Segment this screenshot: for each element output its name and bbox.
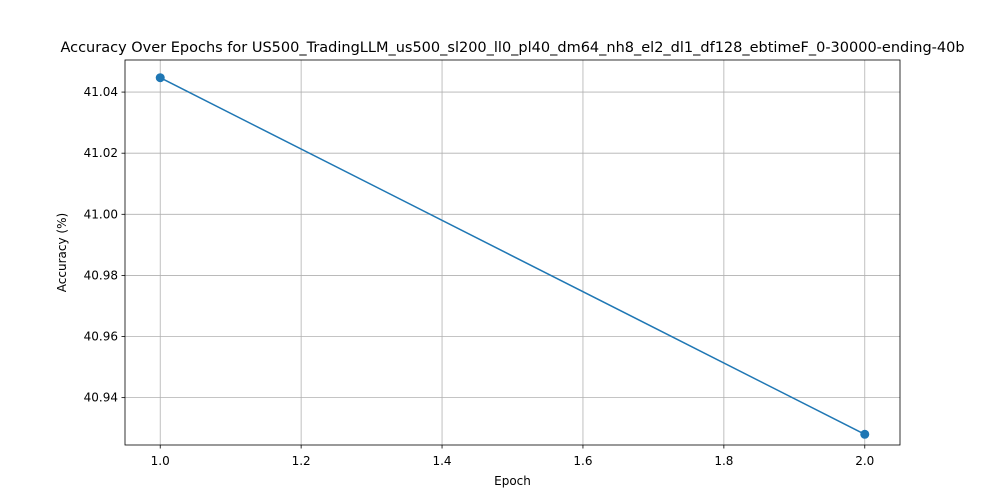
y-tick-label: 41.00: [84, 207, 118, 221]
x-tick-label: 1.2: [292, 454, 311, 468]
y-tick-label: 41.02: [84, 146, 118, 160]
x-tick-label: 1.6: [573, 454, 592, 468]
data-point-marker: [860, 429, 870, 439]
y-axis-label: Accuracy (%): [55, 213, 69, 292]
y-tick-label: 40.98: [84, 268, 118, 282]
series-line: [159, 77, 866, 435]
x-tick-label: 1.4: [432, 454, 451, 468]
y-tick-label: 40.96: [84, 330, 118, 344]
chart-title: Accuracy Over Epochs for US500_TradingLL…: [60, 40, 964, 56]
y-tick-label: 41.04: [84, 85, 118, 99]
x-axis-label: Epoch: [494, 474, 531, 488]
series-layer: [155, 73, 870, 439]
x-tick-label: 1.0: [151, 454, 170, 468]
plot-frame: [124, 59, 901, 446]
ticks: 1.0 1.2 1.4 1.6 1.8 2.0 40.94 40.96 40.98 41.00 41…: [84, 85, 875, 468]
x-tick-label: 1.8: [714, 454, 733, 468]
data-point-marker: [155, 73, 165, 83]
y-tick-label: 40.94: [84, 391, 118, 405]
grid-lines: [125, 60, 900, 445]
x-tick-label: 2.0: [855, 454, 874, 468]
